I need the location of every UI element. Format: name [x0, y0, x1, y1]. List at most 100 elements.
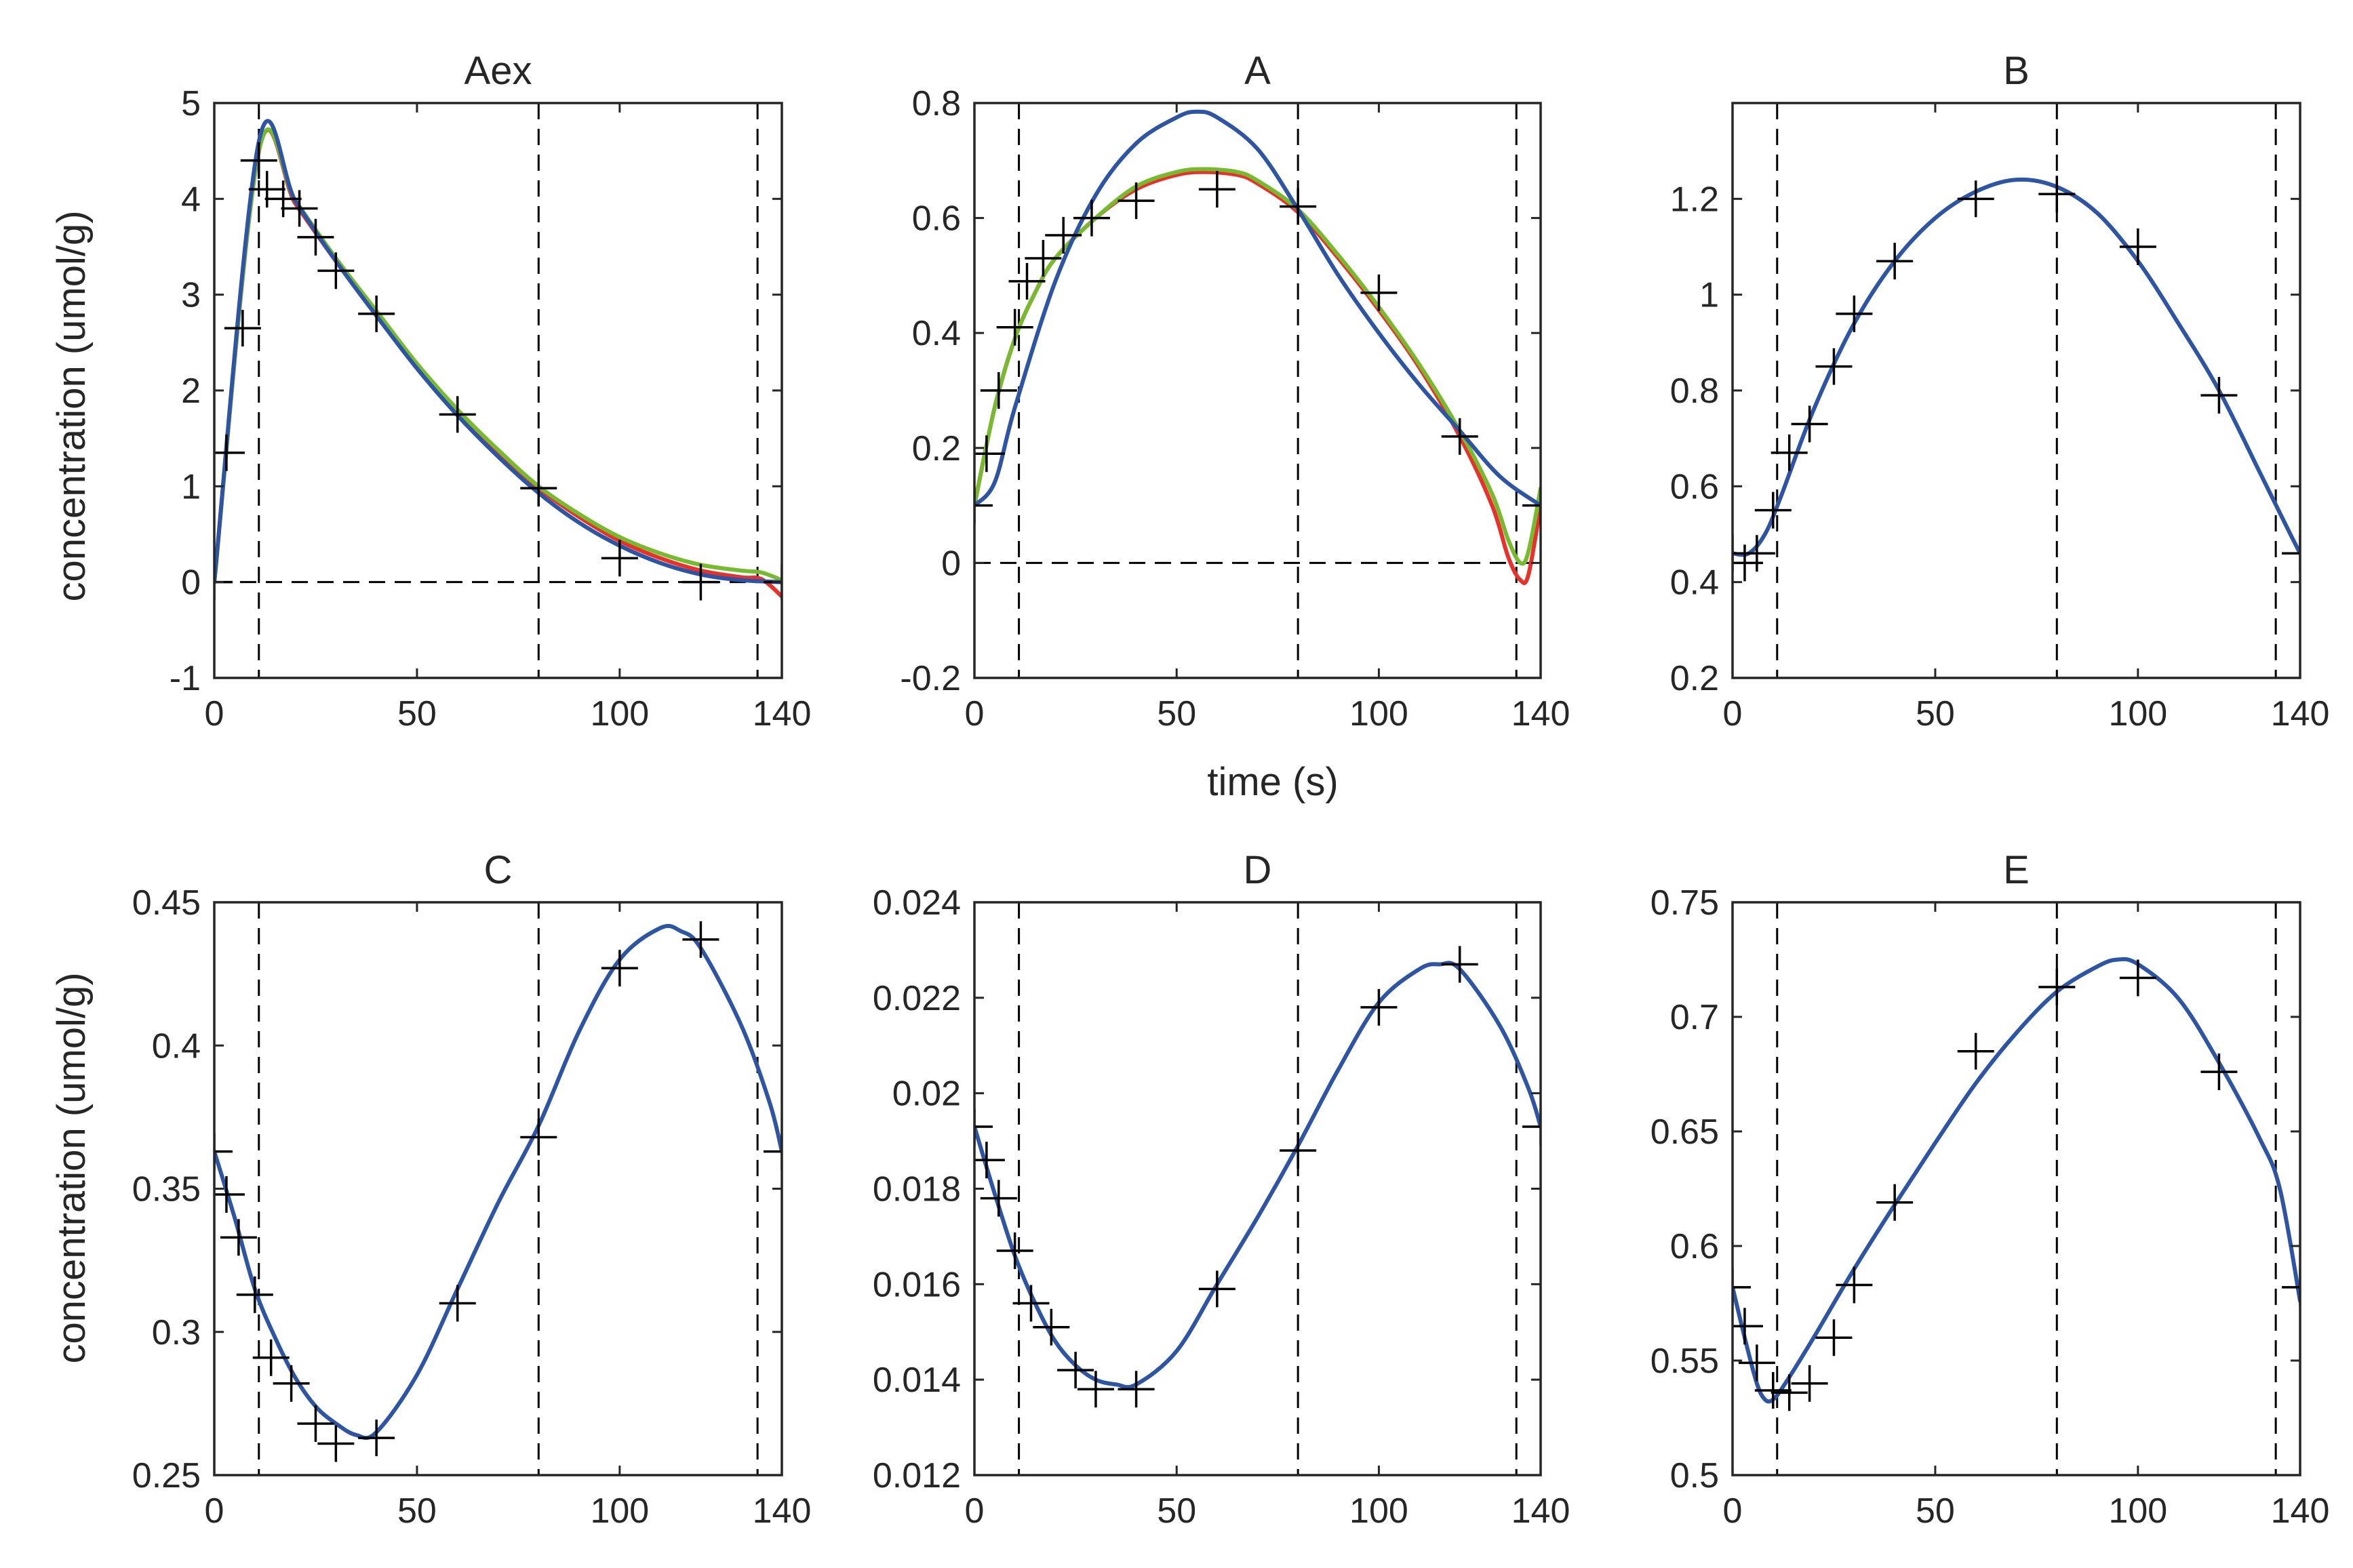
panel-title: D	[1244, 848, 1272, 892]
y-axis-label-top: concentration (umol/g)	[50, 210, 94, 601]
x-tick-label: 0	[965, 694, 985, 733]
y-tick-label: 0	[941, 544, 961, 583]
data-marker	[2038, 176, 2076, 213]
data-marker	[1815, 348, 1853, 385]
panel-a: A0 50 100 140-0.200.20.40.60.8	[900, 49, 1570, 733]
data-marker	[520, 1119, 557, 1156]
data-marker	[996, 1232, 1033, 1270]
x-tick-label: 50	[1157, 1491, 1196, 1531]
data-marker	[1280, 188, 1317, 225]
data-marker	[214, 563, 233, 601]
data-marker	[764, 563, 782, 601]
data-marker	[1360, 988, 1398, 1026]
data-marker	[974, 1108, 993, 1145]
data-marker	[439, 396, 476, 433]
y-tick-label: 1	[1699, 276, 1719, 315]
data-marker	[236, 1276, 273, 1313]
data-marker	[1836, 295, 1873, 332]
plot-area	[974, 902, 1541, 1475]
data-marker	[1957, 180, 1994, 218]
data-marker	[682, 563, 719, 601]
data-marker	[1791, 1365, 1828, 1402]
y-tick-label: 0.2	[912, 429, 961, 468]
data-marker	[358, 1420, 395, 1457]
data-marker	[358, 295, 395, 332]
data-marker	[1876, 243, 1914, 280]
data-marker	[1118, 182, 1155, 220]
data-marker	[1077, 1371, 1114, 1408]
data-marker	[1733, 1308, 1763, 1345]
data-marker	[1738, 1344, 1775, 1382]
data-marker	[224, 310, 261, 347]
data-marker	[439, 1285, 476, 1322]
y-tick-label: 0.35	[132, 1170, 201, 1209]
data-marker	[1836, 1266, 1873, 1304]
data-marker	[1876, 1184, 1914, 1221]
x-tick-label: 50	[1157, 694, 1196, 733]
data-marker	[220, 1219, 257, 1256]
series-line-blue	[214, 923, 782, 1441]
data-marker	[1118, 1371, 1155, 1408]
data-marker	[1033, 1308, 1070, 1346]
panel-title: Aex	[464, 49, 532, 93]
panel-title: A	[1244, 49, 1271, 93]
data-marker	[281, 190, 318, 227]
data-marker	[1360, 274, 1398, 311]
plot-area	[214, 103, 782, 678]
data-marker	[214, 1175, 245, 1213]
data-marker	[1441, 946, 1478, 983]
data-marker	[273, 1365, 310, 1402]
data-marker	[2200, 377, 2238, 414]
y-tick-label: 0.018	[873, 1170, 961, 1209]
series-line-blue	[1733, 957, 2300, 1404]
y-tick-label: 0.65	[1650, 1112, 1719, 1152]
data-marker	[520, 470, 557, 507]
axes-box	[1731, 901, 2301, 1476]
y-tick-label: 0.75	[1650, 883, 1719, 923]
data-marker	[974, 487, 993, 524]
y-tick-label: 0.6	[912, 199, 961, 239]
x-tick-label: 0	[205, 1491, 224, 1531]
y-tick-label: 0.022	[873, 979, 961, 1018]
plot-area	[1733, 902, 2300, 1475]
y-tick-label: 0.4	[152, 1026, 201, 1066]
y-tick-label: 0.024	[873, 883, 961, 923]
data-marker	[980, 1180, 1017, 1217]
data-marker	[1057, 1352, 1094, 1389]
y-tick-label: 5	[181, 84, 201, 123]
data-marker	[2282, 1268, 2300, 1306]
data-marker	[1738, 535, 1775, 572]
data-marker	[974, 435, 1005, 473]
data-marker	[252, 1339, 290, 1376]
data-marker	[2119, 959, 2156, 997]
y-tick-label: 2	[181, 371, 201, 411]
y-tick-label: -1	[170, 659, 201, 698]
y-tick-label: 0	[181, 563, 201, 603]
y-tick-label: 0.02	[892, 1074, 961, 1114]
data-marker	[297, 1405, 334, 1442]
panel-d: D 0 50 100 140 0.012 0.014 0.016 0.018 0.02 0.022 0…	[873, 848, 1570, 1531]
data-marker	[1771, 1374, 1808, 1411]
x-tick-label: 100	[590, 694, 649, 733]
y-tick-label: 0.45	[132, 883, 201, 923]
y-tick-label: 0.7	[1670, 998, 1719, 1037]
data-marker	[1045, 217, 1082, 254]
x-tick-label: 140	[1511, 1491, 1570, 1531]
data-marker	[1441, 418, 1478, 455]
y-tick-label: 0.8	[912, 84, 961, 123]
x-tick-label: 100	[2108, 1491, 2167, 1531]
data-marker	[2038, 969, 2076, 1006]
y-tick-label: 0.014	[873, 1361, 961, 1400]
x-tick-label: 0	[1723, 1491, 1743, 1531]
series-line-blue	[1733, 177, 2300, 557]
x-tick-label: 100	[1349, 694, 1408, 733]
data-marker	[601, 540, 638, 577]
x-tick-label: 0	[1723, 694, 1743, 733]
y-tick-label: 0.2	[1670, 659, 1719, 698]
y-tick-label: 0.3	[152, 1313, 201, 1352]
data-marker	[1957, 1032, 1994, 1070]
data-marker	[980, 372, 1017, 409]
y-tick-label: 0.6	[1670, 1227, 1719, 1266]
